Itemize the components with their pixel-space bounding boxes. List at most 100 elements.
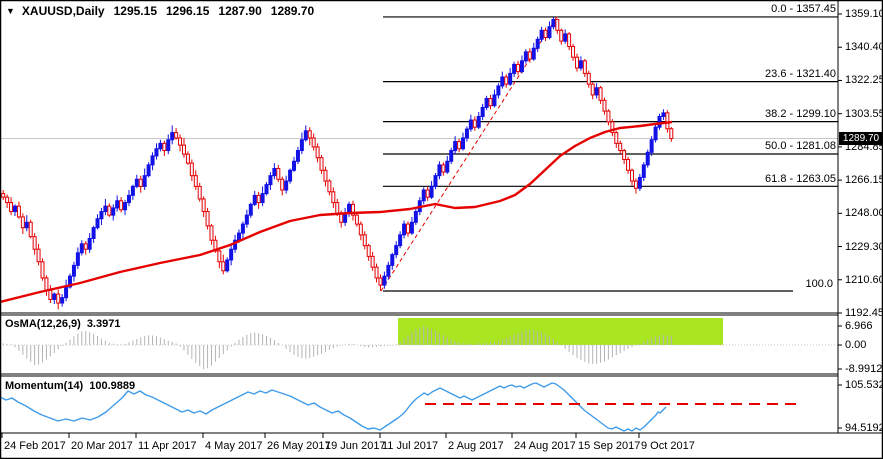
candle-body [91,227,96,239]
candle-body [594,87,599,96]
osma-axis-label: 6.966 [845,320,873,332]
candle-body [52,293,57,300]
candle-body [645,151,650,166]
price-axis-label: 1340.40 [845,41,883,54]
fib-level-label: 23.6 - 1321.40 [765,68,836,81]
candle-body [178,137,183,146]
osma-indicator-label: OsMA(12,26,9) 3.3971 [5,318,120,330]
candle-body [378,277,383,286]
candle-body [496,85,501,96]
candle-body [71,264,76,277]
candle-body [429,185,434,198]
candle-body [354,214,359,225]
candle-body [602,99,607,112]
candle-body [547,26,552,39]
candle-body [229,248,234,261]
candle-body [307,130,312,139]
candle-body [201,198,206,213]
candle-body [170,132,175,141]
candle-body [559,29,564,42]
candle-body [578,60,583,69]
candle-body [637,176,642,189]
candle-body [75,252,80,266]
osma-highlight-rect [398,318,723,345]
candle-body [335,202,340,214]
candle-body [40,261,45,279]
date-label: 2 Aug 2017 [448,440,504,452]
candle-body [174,132,179,139]
candle-body [504,76,509,85]
osma-name: OsMA(12,26,9) [5,318,81,330]
candle-body [185,153,190,164]
candle-body [28,221,33,238]
candle-body [260,193,265,204]
candle-body [162,142,167,152]
candle-body [457,141,462,150]
candle-body [543,29,548,39]
candle-body [193,175,198,187]
osma-axis-label: -8.9912 [845,363,883,375]
candle-body [563,33,568,42]
candle-body [512,63,517,74]
candle-body [209,225,214,241]
chart-title: ▼ XAUUSD,Daily 1295.15 1296.15 1287.90 1… [6,4,314,18]
candle-body [1,193,6,198]
momentum-line [0,382,667,432]
candle-body [311,137,316,148]
candle-body [166,139,171,152]
candle-body [409,221,414,234]
candle-body [574,56,579,69]
candle-body [9,202,14,213]
trendline [380,14,559,292]
candle-body [618,142,623,152]
candle-body [189,162,194,177]
candle-body [268,175,273,186]
candle-body [464,128,469,139]
candle-body [48,289,53,300]
candle-body [217,250,222,263]
osma-axis-label: 0.00 [845,339,867,351]
candle-body [240,223,245,234]
candle-body [123,202,128,211]
candle-body [272,167,277,177]
candle-body [319,157,324,171]
candle-body [661,112,666,117]
candle-body [653,126,658,141]
date-label: 20 Mar 2017 [71,440,133,452]
candle-body [252,194,257,205]
date-label: 4 May 2017 [205,440,263,452]
candle-body [370,255,375,268]
candle-body [551,19,556,28]
fib-level-label: 100.0 [805,277,833,290]
candle-body [437,164,442,177]
candle-body [79,243,84,254]
candle-body [327,180,332,193]
candle-body [36,248,41,263]
candle-body [665,112,670,130]
candle-body [445,160,450,173]
quote-open: 1295.15 [113,4,157,18]
candle-body [197,185,202,200]
candle-body [500,76,505,87]
momentum-value: 100.9889 [89,380,136,392]
candle-body [20,216,25,229]
candle-body [276,167,281,180]
date-label: 24 Feb 2017 [4,440,66,452]
candle-body [350,203,355,216]
candle-body [433,175,438,187]
candle-body [130,185,135,196]
candle-body [539,29,544,40]
momentum-indicator-label: Momentum(14) 100.9889 [5,380,135,392]
candle-body [362,234,367,247]
candle-body [244,214,249,225]
candle-body [571,45,576,58]
candle-body [64,286,69,299]
price-axis-label: 1192.45 [845,307,883,319]
price-axis-label: 1322.25 [845,74,883,87]
candle-body [606,110,611,123]
symbol-dropdown-arrow[interactable]: ▼ [6,6,15,16]
candle-body [531,47,536,60]
candle-body [323,169,328,182]
candle-body [12,205,17,213]
